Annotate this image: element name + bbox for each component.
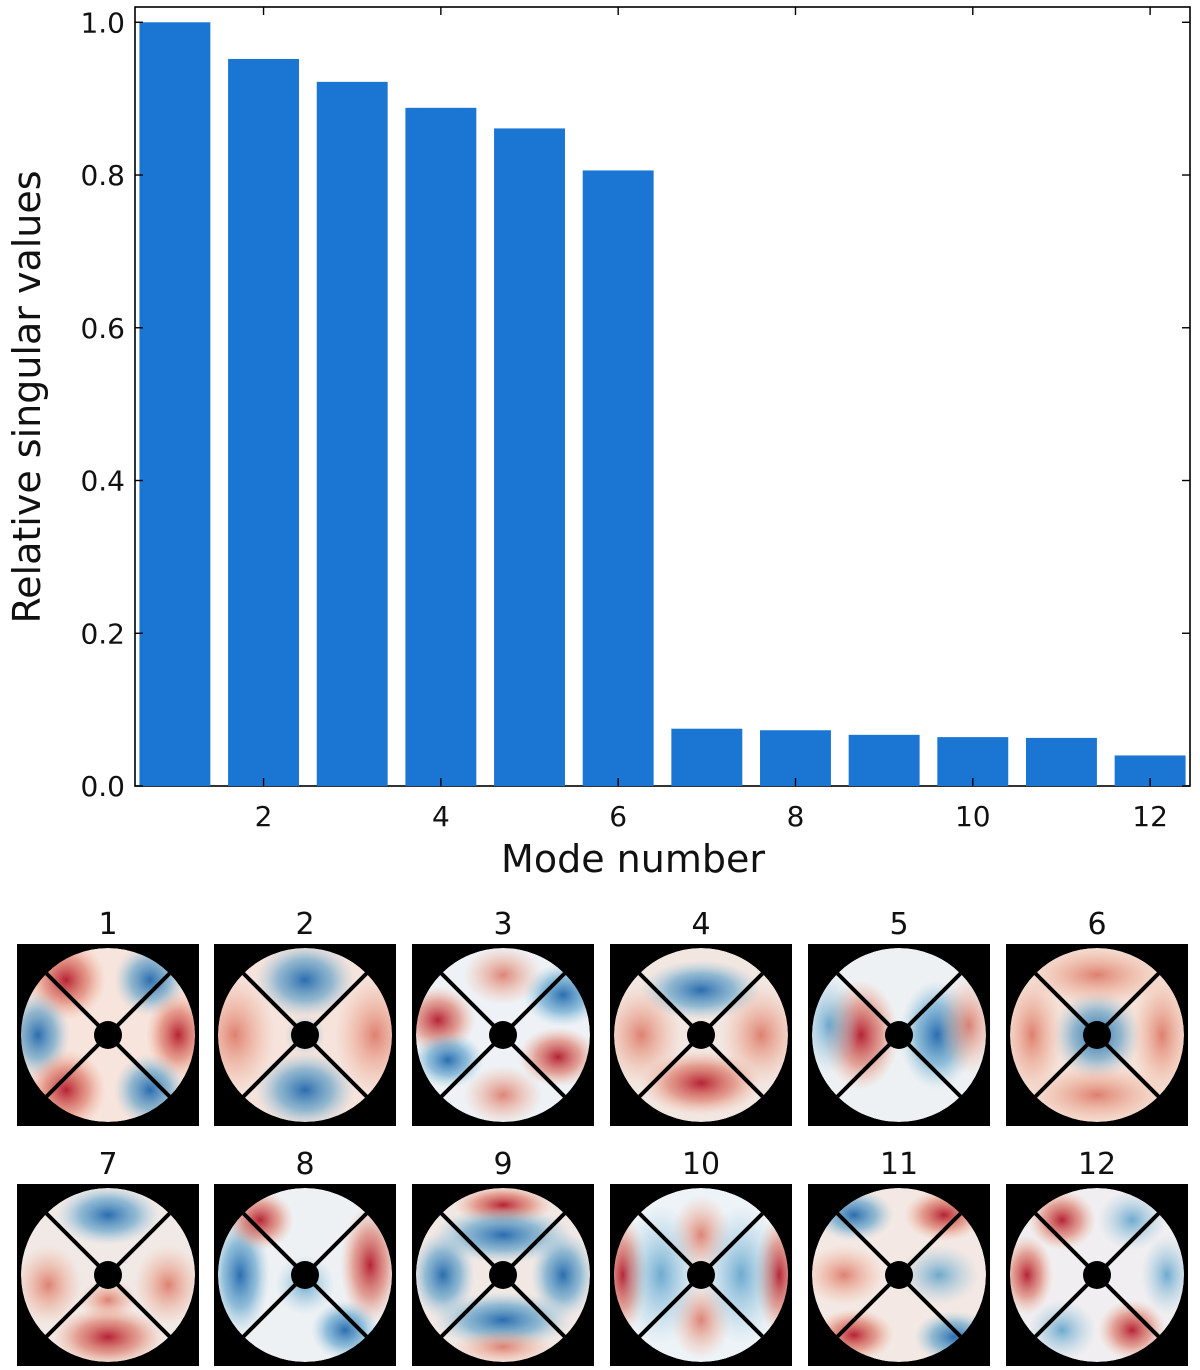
x-tick-label: 10	[955, 800, 991, 833]
central-obstruction	[94, 1261, 122, 1289]
mode-lobe	[701, 1205, 781, 1345]
mode-lobe	[433, 1292, 573, 1348]
bar-mode-11	[1025, 737, 1097, 786]
mode-panel-title: 11	[880, 1147, 918, 1182]
mode-lobe	[614, 985, 681, 1085]
central-obstruction	[94, 1021, 122, 1049]
mode-panel-title: 8	[295, 1147, 314, 1182]
mode-lobe	[56, 1188, 160, 1245]
mode-lobe	[134, 1245, 195, 1325]
mode-panel-title: 2	[295, 907, 314, 942]
mode-panel-12: 12	[1006, 1147, 1188, 1366]
mode-lobe	[463, 948, 543, 1005]
mode-lobe	[899, 1245, 979, 1305]
bar-mode-7	[671, 728, 743, 786]
central-obstruction	[489, 1021, 517, 1049]
mode-panel-11: 11	[808, 1147, 990, 1366]
mode-lobe	[1027, 1065, 1167, 1122]
bar-mode-10	[937, 737, 1009, 786]
central-obstruction	[291, 1021, 319, 1049]
central-obstruction	[885, 1021, 913, 1049]
mode-lobe	[255, 1052, 355, 1122]
mode-panel-2: 2	[214, 907, 396, 1126]
mode-lobe	[1141, 1235, 1184, 1315]
mode-panel-title: 5	[889, 907, 908, 942]
y-tick-label: 0.2	[80, 617, 125, 650]
central-obstruction	[1083, 1021, 1111, 1049]
mode-lobe	[463, 1065, 543, 1122]
mode-lobe	[1010, 1235, 1053, 1315]
x-tick-label: 6	[609, 800, 627, 833]
y-tick-label: 1.0	[80, 6, 125, 39]
y-tick-label: 0.6	[80, 312, 125, 345]
mode-panel-8: 8	[214, 1147, 396, 1366]
mode-lobe	[453, 1329, 553, 1362]
bar-mode-5	[494, 128, 565, 786]
mode-lobe	[21, 1245, 82, 1325]
central-obstruction	[687, 1021, 715, 1049]
bar-mode-8	[760, 730, 831, 786]
plot-area	[134, 6, 1191, 787]
mode-panel-4: 4	[610, 907, 792, 1126]
mode-panel-title: 12	[1078, 1147, 1116, 1182]
x-tick-label: 8	[787, 800, 805, 833]
mode-lobe	[52, 1307, 164, 1362]
mode-panel-title: 1	[98, 907, 117, 942]
x-tick-label: 2	[255, 800, 273, 833]
bar-mode-1	[139, 22, 211, 786]
mode-lobe	[218, 975, 275, 1095]
bar-mode-3	[316, 81, 388, 787]
mode-lobe	[335, 975, 392, 1095]
y-tick-label: 0.8	[80, 159, 125, 192]
bar-mode-9	[848, 734, 920, 786]
mode-lobe	[255, 948, 355, 1018]
mode-panel-7: 7	[17, 1147, 199, 1366]
mode-lobe	[621, 1205, 701, 1345]
mode-lobe	[1027, 948, 1167, 1005]
bar-mode-4	[405, 107, 477, 786]
bar-chart: 0.0 0.2 0.4 0.6 0.8 1.0 2 4 6 8 10 12 Mode number R…	[5, 6, 1191, 881]
mode-panel-10: 10	[610, 1147, 792, 1366]
mode-panel-title: 6	[1087, 907, 1106, 942]
x-axis-title: Mode number	[501, 837, 765, 881]
mode-lobe	[721, 985, 788, 1085]
mode-lobe	[416, 1231, 475, 1319]
y-axis-title: Relative singular values	[5, 170, 49, 623]
mode-panel-3: 3	[412, 907, 594, 1126]
central-obstruction	[687, 1261, 715, 1289]
x-tick-label: 4	[432, 800, 450, 833]
bar-mode-2	[228, 58, 300, 786]
mode-panel-title: 4	[691, 907, 710, 942]
mode-lobe	[1010, 975, 1062, 1095]
mode-panel-1: 1	[17, 907, 199, 1126]
mode-panel-title: 10	[682, 1147, 720, 1182]
central-obstruction	[1083, 1261, 1111, 1289]
y-tick-label: 0.0	[80, 770, 125, 803]
mode-panel-title: 9	[493, 1147, 512, 1182]
mode-panel-5: 5	[808, 907, 990, 1126]
mode-lobe	[531, 1231, 590, 1319]
mode-lobe	[812, 1245, 884, 1305]
mode-panel-9: 9	[412, 1147, 594, 1366]
x-tick-label: 12	[1132, 800, 1168, 833]
central-obstruction	[291, 1261, 319, 1289]
central-obstruction	[489, 1261, 517, 1289]
mode-lobe	[1132, 975, 1184, 1095]
mode-panel-title: 7	[98, 1147, 117, 1182]
mode-panel-title: 3	[493, 907, 512, 942]
bar-mode-6	[582, 170, 654, 786]
central-obstruction	[885, 1261, 913, 1289]
mode-shape-panels: 1 2 3 4 5 67 8 9 10 11 12	[17, 907, 1188, 1366]
y-tick-label: 0.4	[80, 465, 125, 498]
mode-panel-6: 6	[1006, 907, 1188, 1126]
